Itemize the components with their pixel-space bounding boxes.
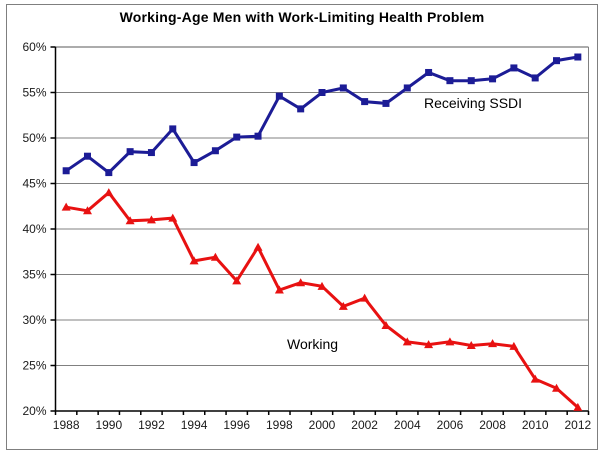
data-point-marker [338, 301, 348, 310]
data-point-marker [317, 281, 327, 290]
y-tick-label: 25% [22, 359, 46, 373]
data-point-marker [61, 202, 71, 211]
data-point-marker [146, 215, 156, 224]
data-point-marker [446, 77, 454, 85]
series-label-receiving-ssdi: Receiving SSDI [424, 95, 523, 111]
data-point-marker [531, 74, 539, 82]
data-point-marker [125, 216, 135, 225]
data-point-marker [190, 159, 198, 167]
x-tick-label: 2004 [394, 418, 421, 432]
series-line-receiving-ssdi [65, 55, 579, 175]
x-tick-label: 2012 [564, 418, 591, 432]
data-point-marker [573, 402, 583, 411]
x-tick-label: 2006 [437, 418, 464, 432]
x-tick-label: 1998 [266, 418, 293, 432]
y-tick-label: 30% [22, 313, 46, 327]
data-point-marker [318, 89, 326, 96]
data-point-marker [62, 167, 70, 175]
data-point-marker [232, 276, 242, 285]
series-line-working [65, 190, 579, 409]
data-point-marker [169, 125, 177, 133]
series-label-working: Working [287, 336, 339, 352]
data-point-marker [467, 77, 475, 85]
data-point-marker [82, 206, 92, 215]
x-tick-label: 1992 [138, 418, 165, 432]
data-point-marker [425, 68, 433, 76]
data-point-marker [574, 53, 582, 61]
data-point-marker [104, 188, 114, 197]
data-point-marker [210, 252, 220, 261]
data-point-marker [168, 213, 178, 222]
data-point-marker [424, 340, 434, 349]
y-tick-label: 50% [22, 131, 46, 145]
y-tick-label: 55% [22, 86, 46, 100]
x-tick-label: 2000 [309, 418, 336, 432]
x-tick-label: 2010 [522, 418, 549, 432]
data-point-marker [275, 92, 283, 100]
data-point-marker [445, 337, 455, 346]
data-point-marker [233, 133, 241, 141]
data-point-marker [403, 84, 411, 92]
data-point-marker [254, 132, 262, 140]
data-point-marker [488, 339, 498, 348]
x-tick-label: 1990 [95, 418, 122, 432]
data-point-marker [510, 64, 518, 72]
chart-title: Working-Age Men with Work-Limiting Healt… [119, 9, 485, 25]
data-point-marker [126, 148, 134, 156]
data-point-marker [105, 169, 113, 177]
data-point-marker [381, 320, 391, 329]
data-point-marker [189, 256, 199, 265]
chart-outer-border [6, 4, 598, 450]
x-tick-label: 2008 [479, 418, 506, 432]
data-point-marker [530, 374, 540, 383]
y-tick-label: 45% [22, 177, 46, 191]
data-point-marker [360, 293, 370, 302]
y-tick-label: 20% [22, 404, 46, 418]
data-point-marker [147, 149, 155, 157]
data-point-marker [552, 383, 562, 392]
data-point-marker [253, 242, 263, 251]
data-point-marker [361, 98, 369, 106]
y-tick-label: 40% [22, 222, 46, 236]
x-tick-label: 1988 [53, 418, 80, 432]
data-point-marker [339, 84, 347, 92]
data-point-marker [274, 285, 284, 294]
data-point-marker [553, 57, 561, 65]
data-point-marker [509, 341, 519, 350]
data-point-marker [296, 278, 306, 287]
y-tick-label: 60% [22, 40, 46, 54]
data-point-marker [466, 340, 476, 349]
data-point-marker [489, 75, 497, 83]
data-point-marker [211, 147, 219, 155]
data-point-marker [402, 337, 412, 346]
y-tick-label: 35% [22, 268, 46, 282]
x-tick-label: 1994 [181, 418, 208, 432]
data-point-marker [297, 105, 305, 113]
data-point-marker [83, 152, 91, 160]
data-point-marker [382, 99, 390, 107]
x-tick-label: 2002 [351, 418, 378, 432]
x-tick-label: 1996 [223, 418, 250, 432]
